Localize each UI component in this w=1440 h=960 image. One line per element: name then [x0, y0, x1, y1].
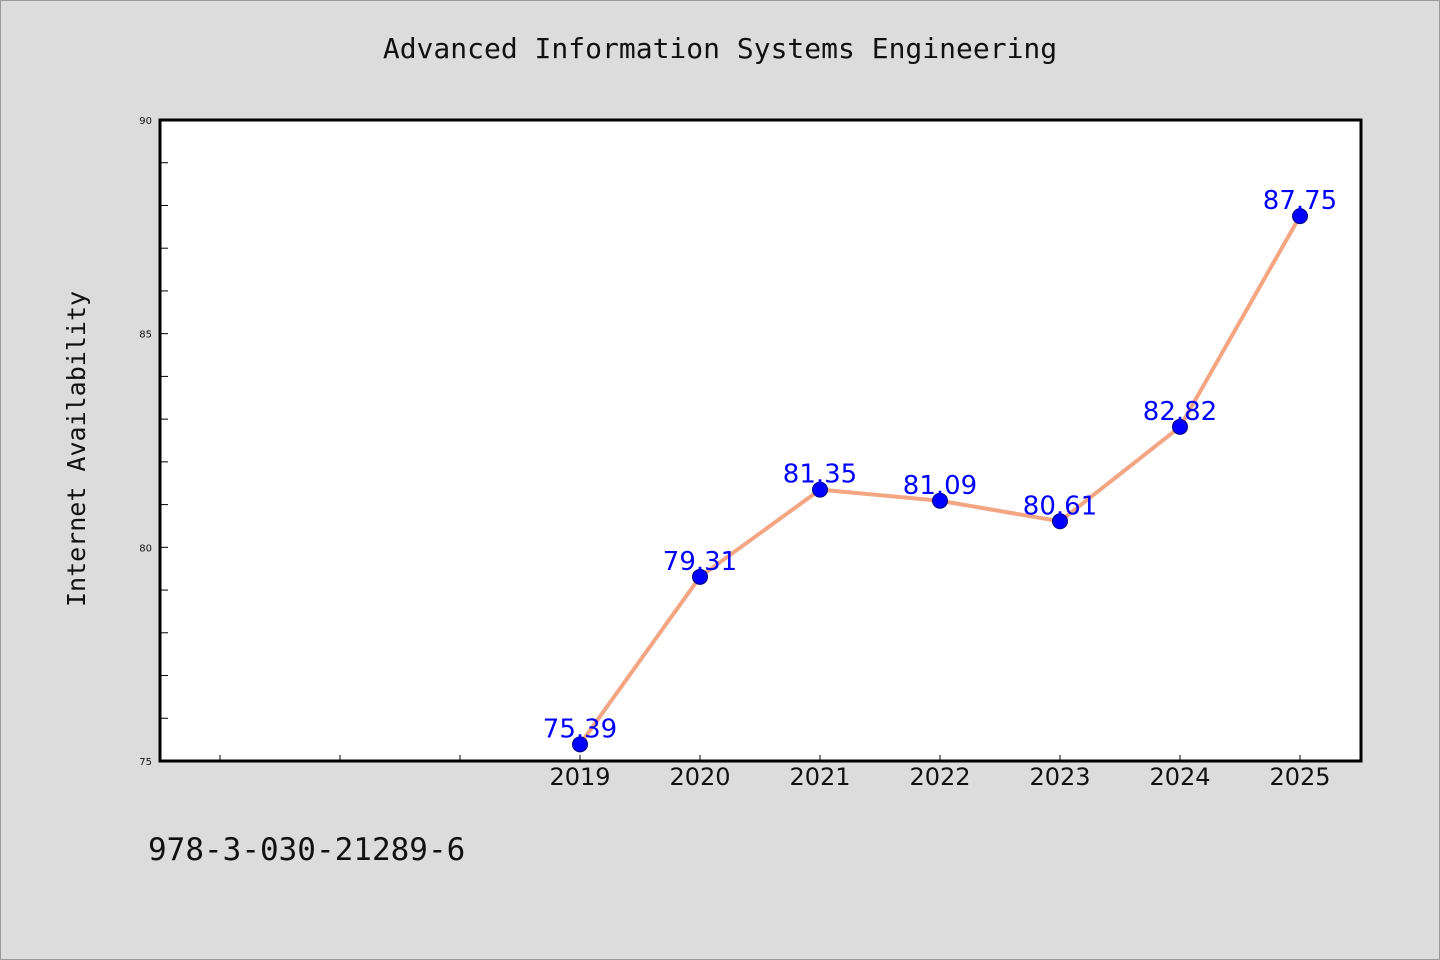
data-label: 80.61 — [1023, 491, 1097, 521]
data-label: 87.75 — [1263, 186, 1337, 216]
y-tick-label: 80 — [139, 543, 152, 554]
x-tick-label: 2019 — [549, 763, 610, 791]
data-label: 81.35 — [783, 460, 857, 490]
y-axis-label: Internet Availability — [62, 291, 91, 607]
x-axis-ticks: 2019 2020 2021 2022 2023 2024 2025 — [219, 755, 1331, 791]
x-tick-label: 2023 — [1029, 763, 1090, 791]
data-point — [1052, 513, 1068, 530]
y-tick-label: 85 — [139, 330, 152, 341]
data-label: 75.39 — [543, 714, 617, 744]
chart-title: Advanced Information Systems Engineering — [382, 32, 1058, 65]
y-tick-label: 75 — [139, 757, 152, 768]
data-label: 82.82 — [1143, 397, 1217, 427]
plot-area — [158, 118, 1363, 763]
x-tick-label: 2025 — [1269, 763, 1330, 791]
data-label: 79.31 — [663, 547, 737, 577]
data-point — [932, 492, 948, 509]
data-point — [812, 481, 828, 498]
data-point — [1172, 418, 1188, 435]
data-point — [572, 736, 588, 753]
data-labels: 75.39 79.31 81.35 81.09 80.61 82.82 87.75 — [543, 186, 1337, 744]
x-tick-label: 2022 — [909, 763, 970, 791]
x-tick-label: 2020 — [669, 763, 730, 791]
x-tick-label: 2024 — [1149, 763, 1210, 791]
y-tick-label: 90 — [139, 116, 152, 127]
data-point — [692, 568, 708, 585]
data-label: 81.09 — [903, 471, 977, 501]
data-point — [1292, 208, 1308, 225]
x-tick-label: 2021 — [789, 763, 850, 791]
series-markers — [572, 208, 1308, 753]
isbn-label: 978-3-030-21289-6 — [148, 832, 466, 868]
y-axis-ticks: 75 80 85 90 — [139, 116, 168, 768]
